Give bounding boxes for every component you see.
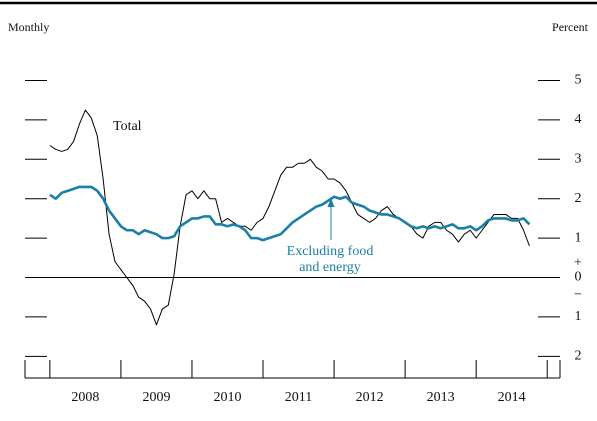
x-tick-label: 2010	[213, 390, 241, 405]
series-line	[49, 109, 530, 326]
annotation-arrowhead	[327, 198, 335, 207]
annotation-core-2: and energy	[299, 260, 361, 275]
y-tick-label: 2	[575, 191, 582, 206]
minus-sign: −	[574, 288, 582, 303]
y-tick-label: 3	[575, 152, 582, 167]
left-axis-label: Monthly	[8, 20, 49, 34]
annotation-total: Total	[113, 119, 142, 134]
x-tick-label: 2013	[427, 390, 455, 405]
y-tick-label: 4	[575, 112, 582, 127]
x-tick-label: 2011	[285, 390, 312, 405]
y-tick-label: 5	[575, 73, 582, 88]
plus-sign: +	[574, 256, 582, 271]
x-tick-label: 2009	[142, 390, 170, 405]
x-tick-label: 2008	[71, 390, 99, 405]
y-tick-label: 1	[575, 309, 582, 324]
right-axis-label: Percent	[552, 20, 589, 34]
y-tick-label: 2	[575, 349, 582, 364]
annotation-core-1: Excluding food	[287, 244, 374, 259]
x-tick-label: 2012	[356, 390, 384, 405]
x-tick-label: 2014	[498, 390, 526, 405]
y-tick-label: 1	[575, 230, 582, 245]
y-tick-label: 0	[575, 270, 582, 285]
series-line	[49, 185, 531, 242]
